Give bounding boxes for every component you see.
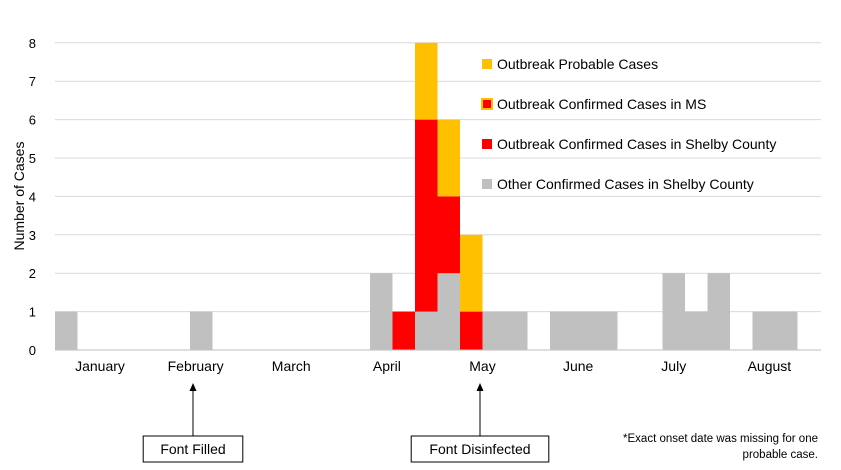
legend-swatch xyxy=(481,98,493,110)
footnote: *Exact onset date was missing for one pro… xyxy=(623,433,818,461)
y-tick-label: 2 xyxy=(29,266,36,281)
month-label: July xyxy=(661,358,686,374)
month-label: January xyxy=(75,358,125,374)
bar-segment xyxy=(437,273,460,350)
y-axis-title: Number of Cases xyxy=(11,142,27,251)
y-tick-label: 0 xyxy=(29,343,36,358)
bar-segment xyxy=(550,311,573,350)
y-tick-label: 3 xyxy=(29,228,36,243)
y-tick-label: 8 xyxy=(29,36,36,51)
legend-label: Outbreak Confirmed Cases in Shelby Count… xyxy=(497,136,776,152)
bar-segment xyxy=(437,119,460,197)
bar-segment xyxy=(775,311,798,350)
annotation-callout: Font Filled xyxy=(142,383,244,463)
legend-swatch xyxy=(482,139,492,149)
bar-segment xyxy=(460,234,483,312)
month-label: February xyxy=(168,358,224,374)
bar-segment xyxy=(370,273,393,350)
month-label: June xyxy=(563,358,594,374)
annotations: Font Filled Font Disinfected xyxy=(142,383,550,463)
bar-segment xyxy=(572,311,595,350)
month-label: March xyxy=(272,358,311,374)
annotation-callout: Font Disinfected xyxy=(410,383,550,463)
y-tick-label: 1 xyxy=(29,305,36,320)
bar-segment xyxy=(595,311,618,350)
annotation-box xyxy=(142,435,244,463)
bar-segment xyxy=(662,273,685,350)
bar-segment xyxy=(190,311,213,350)
legend-label: Other Confirmed Cases in Shelby County xyxy=(497,176,754,192)
month-label: April xyxy=(373,358,401,374)
bar-segment xyxy=(707,273,730,350)
legend-swatch xyxy=(482,59,492,69)
arrow-head xyxy=(476,383,484,391)
bar-segment xyxy=(437,196,460,274)
annotation-label: Font Disinfected xyxy=(429,441,530,457)
bar-segment xyxy=(415,311,438,350)
legend-item: Other Confirmed Cases in Shelby County xyxy=(482,176,754,192)
month-labels: January February March April May June July Augu… xyxy=(75,358,791,374)
legend-swatch xyxy=(482,179,492,189)
legend-item: Outbreak Probable Cases xyxy=(482,56,658,72)
footnote-line: *Exact onset date was missing for one xyxy=(623,433,818,445)
legend-item: Outbreak Confirmed Cases in MS xyxy=(481,96,706,112)
annotation-label: Font Filled xyxy=(160,441,225,457)
legend-label: Outbreak Probable Cases xyxy=(497,56,658,72)
annotation-box xyxy=(410,435,550,463)
month-label: May xyxy=(469,358,495,374)
bar-segment xyxy=(55,311,78,350)
bar-segment xyxy=(685,311,708,350)
arrow-head xyxy=(189,383,197,391)
bar-segment xyxy=(482,311,505,350)
bar-segment xyxy=(460,311,483,350)
bar-segment xyxy=(415,119,438,312)
footnote-line: probable case. xyxy=(743,449,818,461)
y-tick-labels: 0 1 2 3 4 5 6 7 8 xyxy=(29,36,36,358)
month-label: August xyxy=(748,358,792,374)
legend-item: Outbreak Confirmed Cases in Shelby Count… xyxy=(482,136,776,152)
bar-segment xyxy=(415,42,438,120)
legend: Outbreak Probable Cases Outbreak Confirme… xyxy=(481,56,776,192)
y-tick-label: 5 xyxy=(29,151,36,166)
y-tick-label: 7 xyxy=(29,74,36,89)
y-tick-label: 4 xyxy=(29,189,36,204)
bar-segment xyxy=(392,311,415,350)
bar-segment xyxy=(752,311,775,350)
bars xyxy=(55,42,798,350)
y-tick-label: 6 xyxy=(29,113,36,128)
legend-label: Outbreak Confirmed Cases in MS xyxy=(497,96,706,112)
bar-segment xyxy=(505,311,528,350)
